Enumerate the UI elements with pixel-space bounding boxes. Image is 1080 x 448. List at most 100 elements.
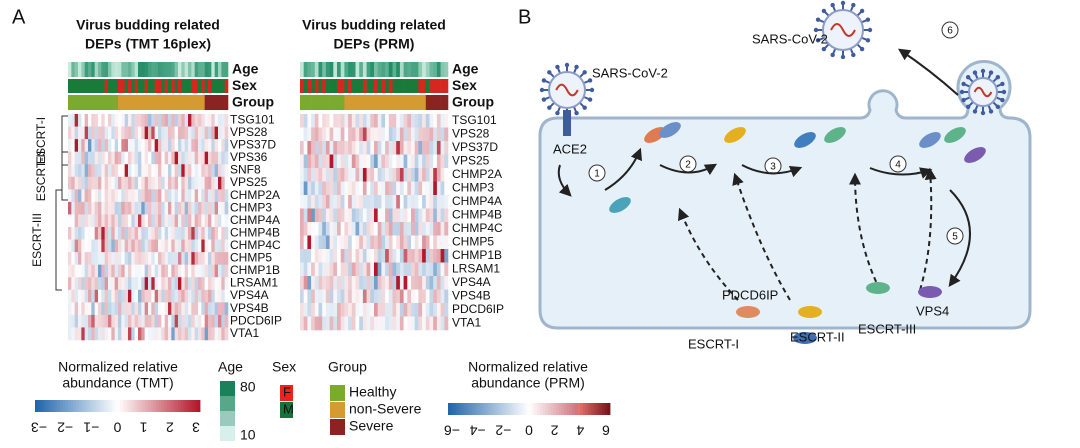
age-swatch: [220, 396, 235, 411]
age-swatch: [220, 426, 235, 441]
heat-cell: [191, 227, 195, 240]
heat-cell: [148, 227, 152, 240]
heat-cell: [314, 181, 319, 196]
sex-cell: [303, 79, 308, 93]
heat-cell: [422, 208, 427, 223]
heat-cell: [214, 277, 219, 291]
heat-cell: [201, 302, 205, 316]
age-cell: [425, 62, 430, 77]
heat-cell: [303, 114, 308, 128]
heat-cell: [144, 277, 149, 291]
heat-cell: [68, 314, 72, 328]
heat-cell: [101, 164, 105, 178]
heat-cell: [141, 126, 145, 140]
heat-cell: [425, 208, 430, 223]
heat-cell: [78, 189, 82, 203]
group-cell: [178, 95, 182, 110]
heat-cell: [214, 189, 219, 203]
group-cell: [396, 95, 401, 110]
colorbar: [95, 400, 99, 412]
spike-tip: [539, 87, 545, 93]
heat-cell: [440, 114, 445, 128]
heat-cell: [208, 164, 212, 178]
heat-cell: [392, 235, 397, 250]
heat-cell: [370, 235, 375, 250]
heat-cell: [101, 327, 105, 341]
group-cell: [114, 95, 119, 110]
heat-cell: [444, 235, 449, 250]
age-cell: [351, 62, 356, 77]
heat-cell: [359, 289, 364, 304]
heat-cell: [74, 176, 79, 190]
heat-cell: [108, 201, 112, 215]
heat-cell: [104, 252, 109, 265]
heat-cell: [355, 168, 360, 182]
heat-cell: [337, 289, 341, 304]
heat-cell: [184, 314, 189, 328]
sex-cell: [325, 79, 330, 93]
heat-cell: [414, 222, 419, 236]
colorbar: [458, 403, 462, 415]
heat-cell: [218, 139, 222, 152]
colorbar: [134, 400, 138, 412]
protein: [866, 282, 890, 294]
age-swatch: [220, 381, 235, 396]
heat-cell: [396, 141, 401, 155]
heat-cell: [128, 176, 132, 190]
heat-cell: [381, 235, 386, 250]
heat-cell: [121, 327, 125, 341]
heat-cell: [81, 252, 85, 265]
heat-cell: [191, 126, 195, 140]
colorbar: [136, 400, 140, 412]
heat-cell: [148, 264, 152, 278]
heat-cell: [118, 164, 122, 178]
heat-cell: [211, 302, 215, 316]
colorbar: [472, 403, 476, 415]
age-cell: [104, 62, 109, 77]
colorbar: [35, 400, 39, 412]
heat-cell: [94, 239, 99, 253]
group-cell: [121, 95, 125, 110]
heat-cell: [181, 139, 185, 152]
heat-cell: [194, 314, 199, 328]
heat-cell: [221, 302, 225, 316]
colorbar: [101, 400, 105, 412]
heat-cell: [124, 164, 129, 178]
heat-cell: [84, 252, 89, 265]
heat-cell: [124, 139, 129, 152]
heat-cell: [154, 164, 159, 178]
heat-cell: [198, 214, 202, 228]
heat-cell: [174, 264, 179, 278]
heat-cell: [174, 252, 179, 265]
spike-tip: [988, 70, 994, 75]
heat-cell: [84, 227, 89, 240]
heat-cell: [433, 181, 438, 196]
colorbar: [128, 400, 132, 412]
heat-cell: [351, 127, 356, 142]
heat-cell: [407, 249, 412, 263]
heat-cell: [88, 314, 92, 328]
heat-cell: [370, 127, 375, 142]
heat-cell: [131, 114, 135, 127]
heat-cell: [414, 154, 419, 169]
heat-cell: [148, 126, 152, 140]
heat-cell: [141, 239, 145, 253]
heat-cell: [71, 164, 75, 178]
heat-cell: [74, 314, 79, 328]
heat-cell: [204, 139, 209, 152]
heat-cell: [111, 289, 115, 303]
age-cell: [141, 62, 145, 77]
heat-cell: [181, 252, 185, 265]
heat-cell: [78, 327, 82, 341]
heat-cell: [141, 151, 145, 165]
heat-cell: [403, 316, 408, 331]
heat-cell: [407, 316, 412, 331]
heat-cell: [174, 114, 179, 127]
heat-cell: [71, 176, 75, 190]
heat-cell: [381, 262, 386, 277]
heat-cell: [138, 302, 142, 316]
heat-cell: [359, 154, 364, 169]
group-cell: [184, 95, 189, 110]
heat-cell: [303, 262, 308, 277]
colorbar: [167, 400, 171, 412]
